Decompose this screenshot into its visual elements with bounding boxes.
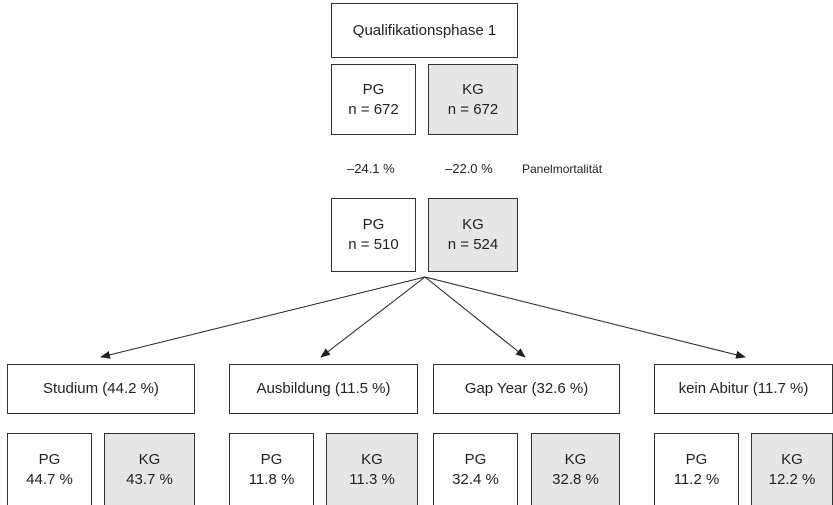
arrow-studium: [100, 276, 426, 359]
outcome-kg-pct-ausbildung: 11.3 %: [349, 470, 395, 488]
initial-pg-box: PG n = 672: [331, 64, 416, 135]
after-kg-box: KG n = 524: [428, 198, 518, 272]
outcome-kg-box-studium: KG 43.7 %: [104, 433, 195, 505]
outcome-pg-pct-kein-abitur: 11.2 %: [673, 470, 720, 488]
outcome-pg-label-studium: PG: [38, 450, 61, 468]
arrow-kein-abitur: [424, 276, 746, 359]
outcome-kg-box-kein-abitur: KG 12.2 %: [751, 433, 833, 505]
outcome-title-ausbildung: Ausbildung (11.5 %): [256, 380, 391, 397]
outcome-title-box-ausbildung: Ausbildung (11.5 %): [229, 364, 418, 414]
outcome-title-kein-abitur: kein Abitur (11.7 %): [678, 380, 809, 397]
mortality-label: Panelmortalität: [522, 162, 603, 176]
outcome-pg-label-kein-abitur: PG: [685, 450, 708, 468]
initial-kg-label: KG: [462, 80, 484, 98]
arrow-gap-year: [424, 276, 526, 358]
outcome-pg-pct-gap-year: 32.4 %: [452, 470, 499, 488]
after-kg-n: n = 524: [447, 236, 499, 253]
outcome-title-box-gap-year: Gap Year (32.6 %): [433, 364, 620, 414]
after-kg-label: KG: [462, 216, 484, 233]
outcome-kg-pct-kein-abitur: 12.2 %: [768, 470, 816, 488]
outcome-pg-box-gap-year: PG 32.4 %: [433, 433, 518, 505]
after-pg-box: PG n = 510: [331, 198, 416, 272]
outcome-pg-box-ausbildung: PG 11.8 %: [229, 433, 314, 505]
mortality-pg: –24.1 %: [347, 161, 395, 176]
outcome-kg-label-studium: KG: [138, 450, 161, 468]
outcome-pg-box-studium: PG 44.7 %: [7, 433, 92, 505]
outcome-pg-pct-ausbildung: 11.8 %: [248, 470, 295, 488]
mortality-kg: –22.0 %: [445, 161, 493, 176]
outcome-kg-box-gap-year: KG 32.8 %: [531, 433, 620, 505]
outcome-title-box-studium: Studium (44.2 %): [7, 364, 195, 414]
outcome-title-studium: Studium (44.2 %): [43, 380, 159, 397]
after-pg-n: n = 510: [348, 236, 399, 253]
outcome-title-box-kein-abitur: kein Abitur (11.7 %): [654, 364, 833, 414]
outcome-kg-label-kein-abitur: KG: [781, 450, 803, 468]
outcome-kg-pct-gap-year: 32.8 %: [552, 470, 599, 488]
after-pg-label: PG: [362, 216, 385, 233]
outcome-kg-label-gap-year: KG: [564, 450, 587, 468]
outcome-kg-label-ausbildung: KG: [361, 450, 383, 468]
outcome-pg-label-gap-year: PG: [464, 450, 487, 468]
arrow-ausbildung: [320, 276, 426, 358]
phase-title: Qualifikationsphase 1: [352, 21, 497, 39]
initial-pg-label: PG: [362, 80, 385, 98]
outcome-pg-pct-studium: 44.7 %: [26, 470, 73, 488]
outcome-pg-label-ausbildung: PG: [260, 450, 283, 468]
phase-box: Qualifikationsphase 1: [331, 3, 518, 58]
initial-kg-n: n = 672: [447, 100, 499, 118]
initial-kg-box: KG n = 672: [428, 64, 518, 135]
initial-pg-n: n = 672: [348, 100, 399, 118]
outcome-kg-box-ausbildung: KG 11.3 %: [326, 433, 418, 505]
outcome-pg-box-kein-abitur: PG 11.2 %: [654, 433, 739, 505]
outcome-title-gap-year: Gap Year (32.6 %): [464, 380, 589, 397]
outcome-kg-pct-studium: 43.7 %: [126, 470, 173, 488]
